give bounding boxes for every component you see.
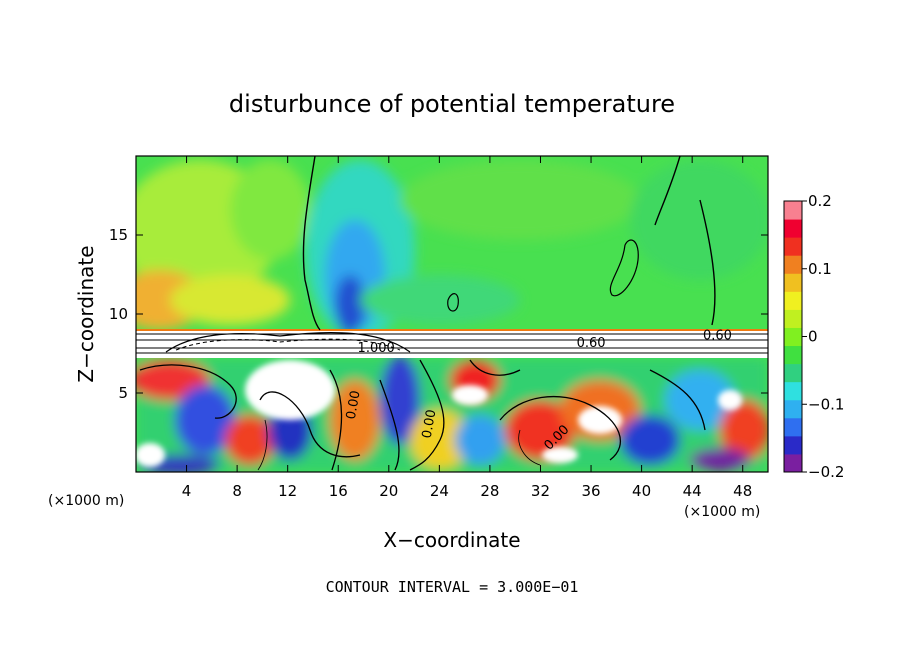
x-tick-label: 16 [329,482,348,500]
x-tick-label: 48 [733,482,752,500]
contour-label: 0.60 [703,328,732,343]
colorbar-swatch [784,255,802,274]
colorbar-swatch [784,417,802,437]
contour-label: 0.60 [577,336,606,351]
y-axis-label: Z−coordinate [74,245,98,382]
x-axis-ticks: 4 8 12 16 20 24 28 32 36 40 44 48 [182,156,752,500]
x-tick-label: 28 [480,482,499,500]
colorbar-tick-label: 0 [808,328,818,346]
x-axis-unit-right: (×1000 m) [684,504,760,520]
y-tick-label: 15 [109,226,128,244]
x-tick-label: 8 [232,482,242,500]
colorbar-tick-label: 0.2 [808,192,832,210]
x-tick-label: 32 [531,482,550,500]
colorbar-tick-label: 0.1 [808,260,832,278]
colorbar-swatch [784,381,802,401]
colorbar-swatch [784,453,802,473]
x-tick-label: 36 [581,482,600,500]
y-tick-label: 5 [118,384,128,402]
x-tick-label: 24 [430,482,449,500]
x-tick-label: 40 [632,482,651,500]
colorbar-tick-label: −0.1 [808,395,844,413]
chart-title: disturbunce of potential temperature [229,90,675,118]
y-axis-ticks: 5 10 15 [109,226,768,402]
colorbar-swatch [784,219,802,238]
colorbar-ticks: 0.2 0.1 0 −0.1 −0.2 [802,192,844,481]
colorbar-swatch [784,327,802,347]
x-tick-label: 4 [182,482,192,500]
x-tick-label: 20 [379,482,398,500]
x-tick-label: 12 [278,482,297,500]
x-axis-unit-left: (×1000 m) [48,493,124,509]
colorbar-tick-label: −0.2 [808,463,844,481]
colorbar-swatch [784,273,802,292]
colorbar-swatch [784,399,802,419]
contour-label: 0.00 [420,408,440,439]
contour-label: 1.000 [358,341,395,356]
colorbar-swatch [784,309,802,328]
colorbar-swatch [784,435,802,455]
x-tick-label: 44 [683,482,702,500]
colorbar-swatch [784,201,802,220]
x-axis-label: X−coordinate [383,528,520,552]
colorbar-swatch [784,237,802,256]
colorbar [783,200,803,473]
colorbar-swatch [784,291,802,310]
colorbar-swatch [784,363,802,383]
y-tick-label: 10 [109,305,128,323]
contour-interval-note: CONTOUR INTERVAL = 3.000E−01 [326,578,579,596]
colorbar-swatch [784,345,802,365]
contour-label: 0.00 [344,389,364,420]
heatmap-field [136,156,768,472]
